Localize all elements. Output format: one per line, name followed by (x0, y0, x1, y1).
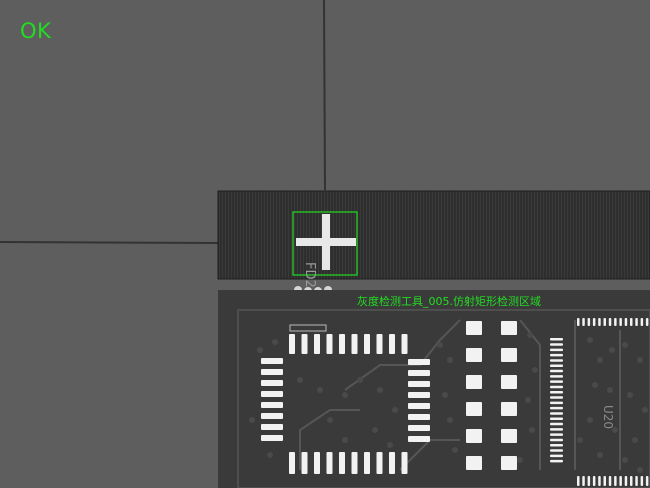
fiducial-cross (296, 214, 356, 270)
roi-rectangle (292, 211, 358, 276)
roi-label: 灰度检测工具_005.仿射矩形检测区域 (357, 295, 541, 308)
pcb-vias (249, 332, 648, 473)
marking-fd: FD2 (302, 262, 317, 288)
background-seam-vertical (323, 0, 326, 191)
flex-ribbon (218, 191, 650, 279)
solder-pads (261, 318, 649, 486)
inspection-status: OK (20, 19, 52, 43)
pcb-board (218, 290, 650, 488)
marking-u: U20 (601, 405, 615, 429)
background-seam-horizontal (0, 241, 219, 244)
